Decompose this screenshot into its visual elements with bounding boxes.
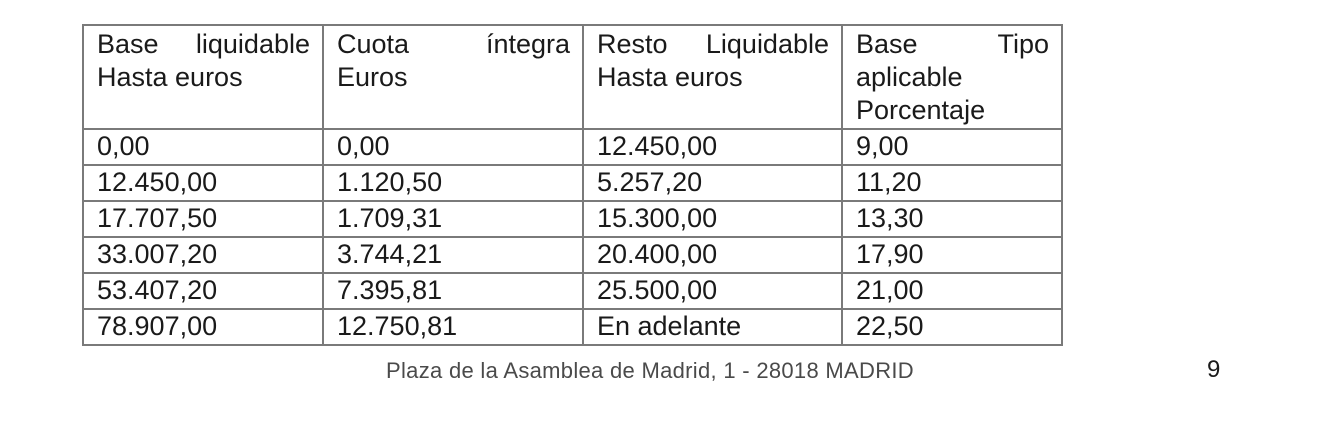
cell-cuota-integra: 3.744,21	[322, 236, 584, 274]
cell-base-liquidable: 53.407,20	[82, 272, 324, 310]
cell-tipo-aplicable: 21,00	[841, 272, 1063, 310]
header-line: Euros	[337, 62, 408, 92]
header-row: Base liquidable Hasta euros Cuota íntegra Eur…	[82, 24, 1063, 130]
header-word: Cuota	[337, 29, 410, 59]
header-word: Liquidable	[705, 29, 829, 59]
cell-tipo-aplicable: 17,90	[841, 236, 1063, 274]
header-line: Hasta euros	[597, 62, 743, 92]
cell-resto-liquidable: 5.257,20	[582, 164, 843, 202]
header-line: Porcentaje	[856, 95, 986, 125]
cell-tipo-aplicable: 9,00	[841, 128, 1063, 166]
cell-resto-liquidable: 25.500,00	[582, 272, 843, 310]
header-word: Base	[856, 29, 918, 59]
cell-tipo-aplicable: 13,30	[841, 200, 1063, 238]
cell-base-liquidable: 17.707,50	[82, 200, 324, 238]
cell-cuota-integra: 0,00	[322, 128, 584, 166]
table-row: 17.707,50 1.709,31 15.300,00 13,30	[82, 200, 1063, 238]
cell-base-liquidable: 0,00	[82, 128, 324, 166]
header-cuota-integra: Cuota íntegra Euros	[322, 24, 584, 130]
cell-base-liquidable: 33.007,20	[82, 236, 324, 274]
cell-resto-liquidable: 12.450,00	[582, 128, 843, 166]
cell-cuota-integra: 1.120,50	[322, 164, 584, 202]
header-word: Tipo	[997, 29, 1049, 59]
table-row: 12.450,00 1.120,50 5.257,20 11,20	[82, 164, 1063, 202]
header-word: íntegra	[485, 29, 570, 59]
cell-cuota-integra: 1.709,31	[322, 200, 584, 238]
cell-resto-liquidable: 15.300,00	[582, 200, 843, 238]
header-line: Hasta euros	[97, 62, 243, 92]
cell-resto-liquidable: 20.400,00	[582, 236, 843, 274]
table-row: 78.907,00 12.750,81 En adelante 22,50	[82, 308, 1063, 346]
header-word: Resto	[597, 29, 668, 59]
cell-cuota-integra: 7.395,81	[322, 272, 584, 310]
header-word: Base	[97, 29, 159, 59]
tax-bracket-table: Base liquidable Hasta euros Cuota íntegra Eur…	[82, 24, 1063, 346]
header-resto-liquidable: Resto Liquidable Hasta euros	[582, 24, 843, 130]
cell-base-liquidable: 78.907,00	[82, 308, 324, 346]
table-row: 53.407,20 7.395,81 25.500,00 21,00	[82, 272, 1063, 310]
cell-tipo-aplicable: 22,50	[841, 308, 1063, 346]
header-tipo-aplicable: Base Tipo aplicable Porcentaje	[841, 24, 1063, 130]
cell-base-liquidable: 12.450,00	[82, 164, 324, 202]
table-row: 33.007,20 3.744,21 20.400,00 17,90	[82, 236, 1063, 274]
cell-cuota-integra: 12.750,81	[322, 308, 584, 346]
header-base-liquidable: Base liquidable Hasta euros	[82, 24, 324, 130]
header-line: aplicable	[856, 62, 963, 92]
page-number: 9	[1207, 356, 1221, 383]
footer-address: Plaza de la Asamblea de Madrid, 1 - 2801…	[386, 358, 914, 383]
cell-tipo-aplicable: 11,20	[841, 164, 1063, 202]
table-row: 0,00 0,00 12.450,00 9,00	[82, 128, 1063, 166]
cell-resto-liquidable: En adelante	[582, 308, 843, 346]
header-word: liquidable	[195, 29, 310, 59]
